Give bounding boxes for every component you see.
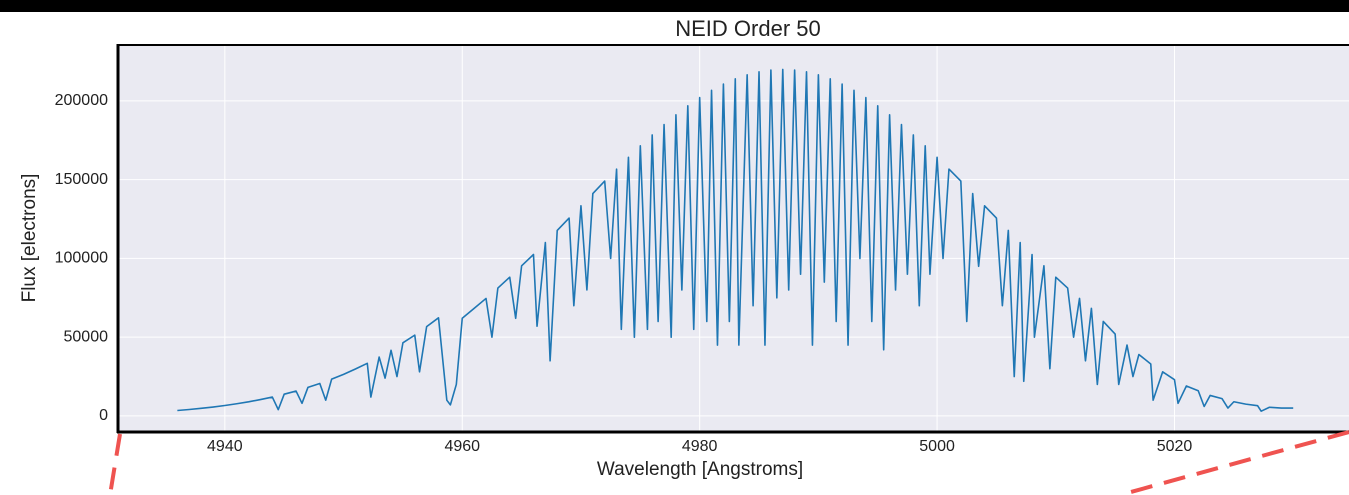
x-axis-label: Wavelength [Angstroms]: [597, 459, 803, 480]
zoom-line: [108, 433, 122, 495]
top-band: [0, 0, 1349, 12]
y-tick-label: 200000: [55, 92, 108, 109]
x-tick-label: 5020: [1157, 438, 1193, 455]
x-tick-label: 4960: [444, 438, 480, 455]
x-tick-label: 4940: [207, 438, 243, 455]
zoom-line: [1119, 430, 1349, 495]
y-axis-label: Flux [electrons]: [19, 174, 40, 303]
x-tick-label: 5000: [919, 438, 955, 455]
y-tick-label: 50000: [64, 328, 109, 345]
spectrum-line: [177, 68, 1294, 413]
grid: [118, 45, 1349, 432]
y-tick-label: 100000: [55, 250, 108, 267]
marks: [177, 68, 1294, 413]
chart-title: NEID Order 50: [675, 16, 821, 41]
y-tick-label: 0: [99, 407, 108, 424]
x-tick-label: 4980: [682, 438, 718, 455]
plot-background: [118, 45, 1349, 432]
y-tick-label: 150000: [55, 171, 108, 188]
